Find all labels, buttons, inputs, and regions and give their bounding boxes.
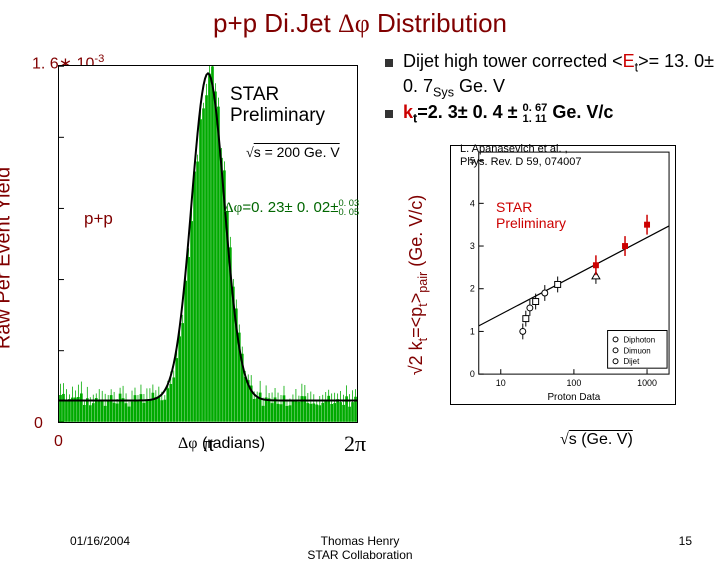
footer-collab: Thomas Henry STAR Collaboration	[307, 534, 412, 562]
svg-text:100: 100	[566, 378, 581, 388]
x-axis-label: Δφ (radians)	[178, 435, 265, 453]
bullet-2: kt=2. 3± 0. 4 ± 0. 671. 11 Ge. V/c	[385, 102, 715, 127]
bullet-icon	[385, 59, 393, 67]
svg-text:2: 2	[470, 284, 475, 294]
right-plot-box: 10 100 1000 0 1 2 3 4 5 Diphoton Dimuon Dijet Proton…	[450, 145, 676, 405]
svg-text:Diphoton: Diphoton	[623, 335, 655, 344]
content-area: 1. 6∗ 10-3 Raw Per Event Yield 0 0 π 2π …	[0, 39, 720, 499]
svg-text:10: 10	[496, 378, 506, 388]
svg-text:3: 3	[470, 241, 475, 251]
y-zero: 0	[34, 415, 43, 433]
footer-date: 01/16/2004	[70, 534, 130, 548]
pp-label: p+p	[84, 209, 113, 229]
y-axis-label: Raw Per Event Yield	[0, 167, 16, 349]
bullet-list: Dijet high tower corrected <Et>= 13. 0± …	[385, 51, 715, 129]
svg-text:4: 4	[470, 198, 475, 208]
bullet-1: Dijet high tower corrected <Et>= 13. 0± …	[385, 51, 715, 100]
star-preliminary-2: STAR Preliminary	[496, 199, 566, 231]
svg-text:Dijet: Dijet	[623, 357, 640, 366]
right-plot: √2 kt=<pt>pair (Ge. V/c) 101001000012345…	[430, 145, 680, 425]
x-zero: 0	[54, 433, 63, 451]
star-preliminary: STAR Preliminary	[230, 85, 325, 127]
svg-text:Dimuon: Dimuon	[623, 346, 650, 355]
svg-text:0: 0	[470, 369, 475, 379]
right-plot-svg: 10 100 1000 0 1 2 3 4 5 Diphoton Dimuon Dijet Proton…	[451, 146, 675, 404]
svg-text:Proton Data: Proton Data	[547, 392, 600, 403]
svg-text:5: 5	[470, 156, 475, 166]
sqrt-s-2: √s (Ge. V)	[560, 431, 633, 449]
x-2pi: 2π	[344, 431, 366, 457]
right-y-axis: √2 kt=<pt>pair (Ge. V/c)	[406, 195, 430, 375]
svg-text:1: 1	[470, 326, 475, 336]
slide-title: p+p Di.Jet Δφ Distribution	[0, 0, 720, 39]
svg-text:1000: 1000	[637, 378, 657, 388]
sqrt-s: √s = 200 Ge. V	[246, 144, 340, 162]
bullet-icon	[385, 110, 393, 118]
page-number: 15	[679, 534, 692, 548]
delta-phi-value: Δφ=0. 23± 0. 02±0. 030. 05	[224, 199, 359, 217]
